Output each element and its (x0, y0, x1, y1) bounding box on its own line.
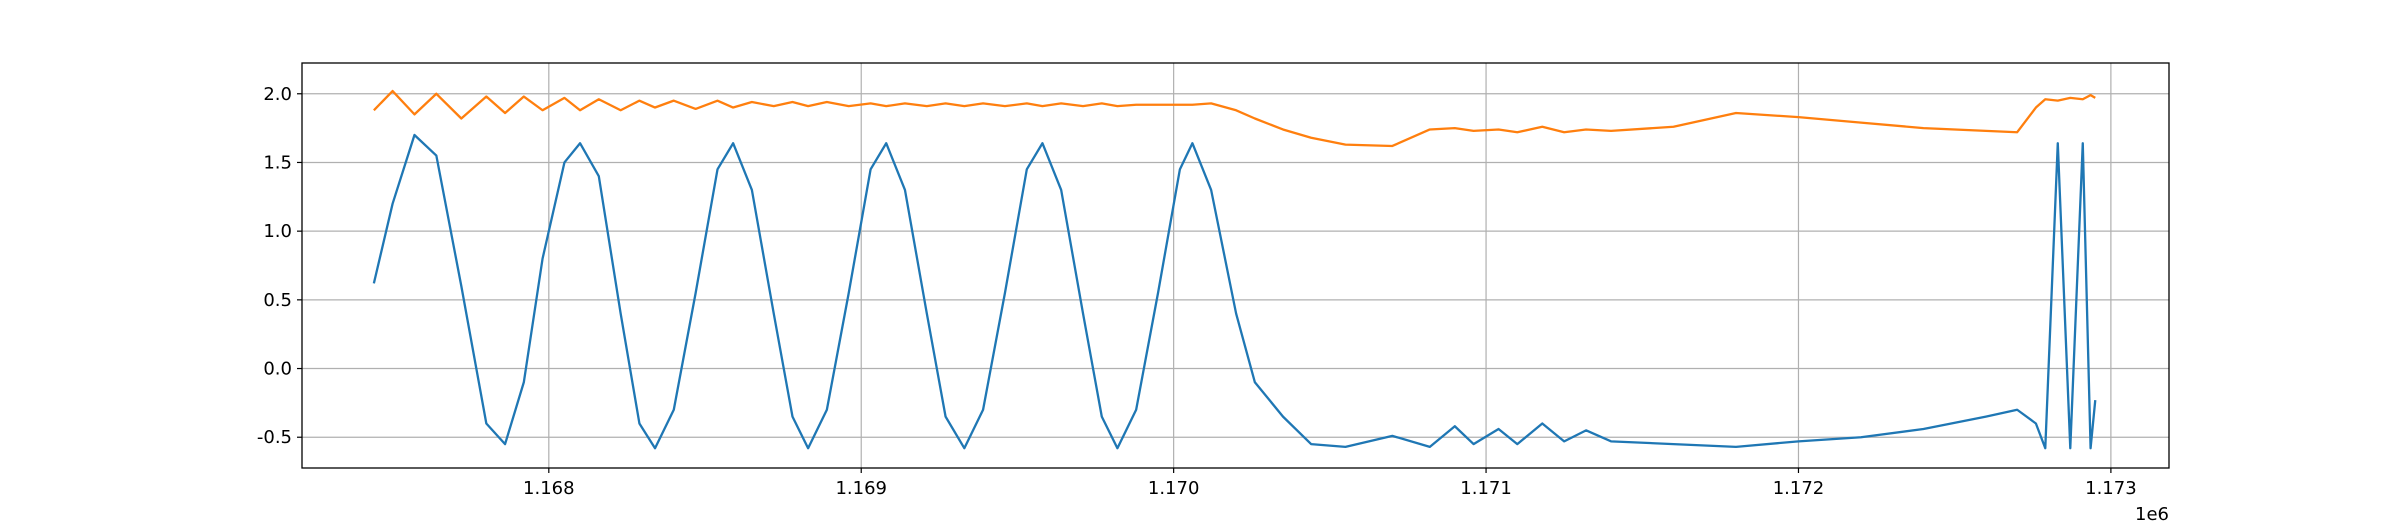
x-tick-label: 1.169 (835, 478, 887, 499)
x-tick-label: 1.168 (523, 478, 575, 499)
y-tick-label: -0.5 (257, 427, 292, 448)
data-line (373, 89, 2096, 148)
y-tick-label: 0.0 (263, 359, 292, 380)
y-tick-label: 2.0 (263, 84, 292, 105)
x-tick-label: 1.171 (1460, 478, 1512, 499)
y-tick-label: 1.0 (263, 221, 292, 242)
x-tick-label: 1.173 (2085, 478, 2137, 499)
x-offset-label: 1e6 (2135, 504, 2169, 525)
plot-lines (372, 89, 2097, 450)
grid (302, 63, 2169, 468)
ticks: -0.5 0.0 0.5 1.0 1.5 2.0 1.168 1.169 1.170 1.171 1… (257, 84, 2137, 499)
x-tick-label: 1.170 (1148, 478, 1200, 499)
x-tick-label: 1.172 (1773, 478, 1825, 499)
y-tick-label: 1.5 (263, 152, 292, 173)
y-tick-label: 0.5 (263, 290, 292, 311)
axes-frame (301, 62, 2170, 469)
data-line (372, 133, 2097, 450)
